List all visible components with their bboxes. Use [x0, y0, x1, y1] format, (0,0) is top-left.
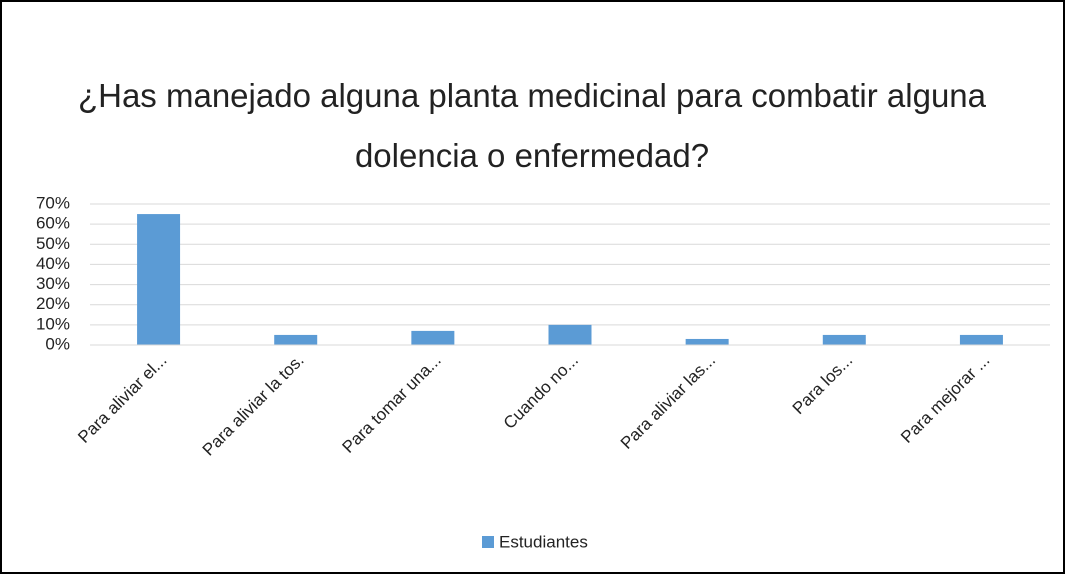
y-tick-label: 30%: [36, 274, 70, 293]
bar: [137, 214, 181, 345]
bar: [822, 334, 866, 345]
bar: [548, 324, 592, 345]
legend-label: Estudiantes: [499, 532, 588, 551]
bar: [411, 330, 455, 345]
legend-swatch: [482, 536, 494, 548]
y-tick-label: 20%: [36, 294, 70, 313]
chart-title: ¿Has manejado alguna planta medicinal pa…: [77, 77, 987, 174]
bar: [685, 338, 729, 345]
y-tick-label: 60%: [36, 214, 70, 233]
y-tick-label: 50%: [36, 234, 70, 253]
bar: [274, 334, 318, 345]
y-tick-label: 0%: [45, 334, 70, 353]
y-tick-label: 70%: [36, 193, 70, 212]
bar: [959, 334, 1003, 345]
y-tick-label: 10%: [36, 314, 70, 333]
y-tick-label: 40%: [36, 254, 70, 273]
